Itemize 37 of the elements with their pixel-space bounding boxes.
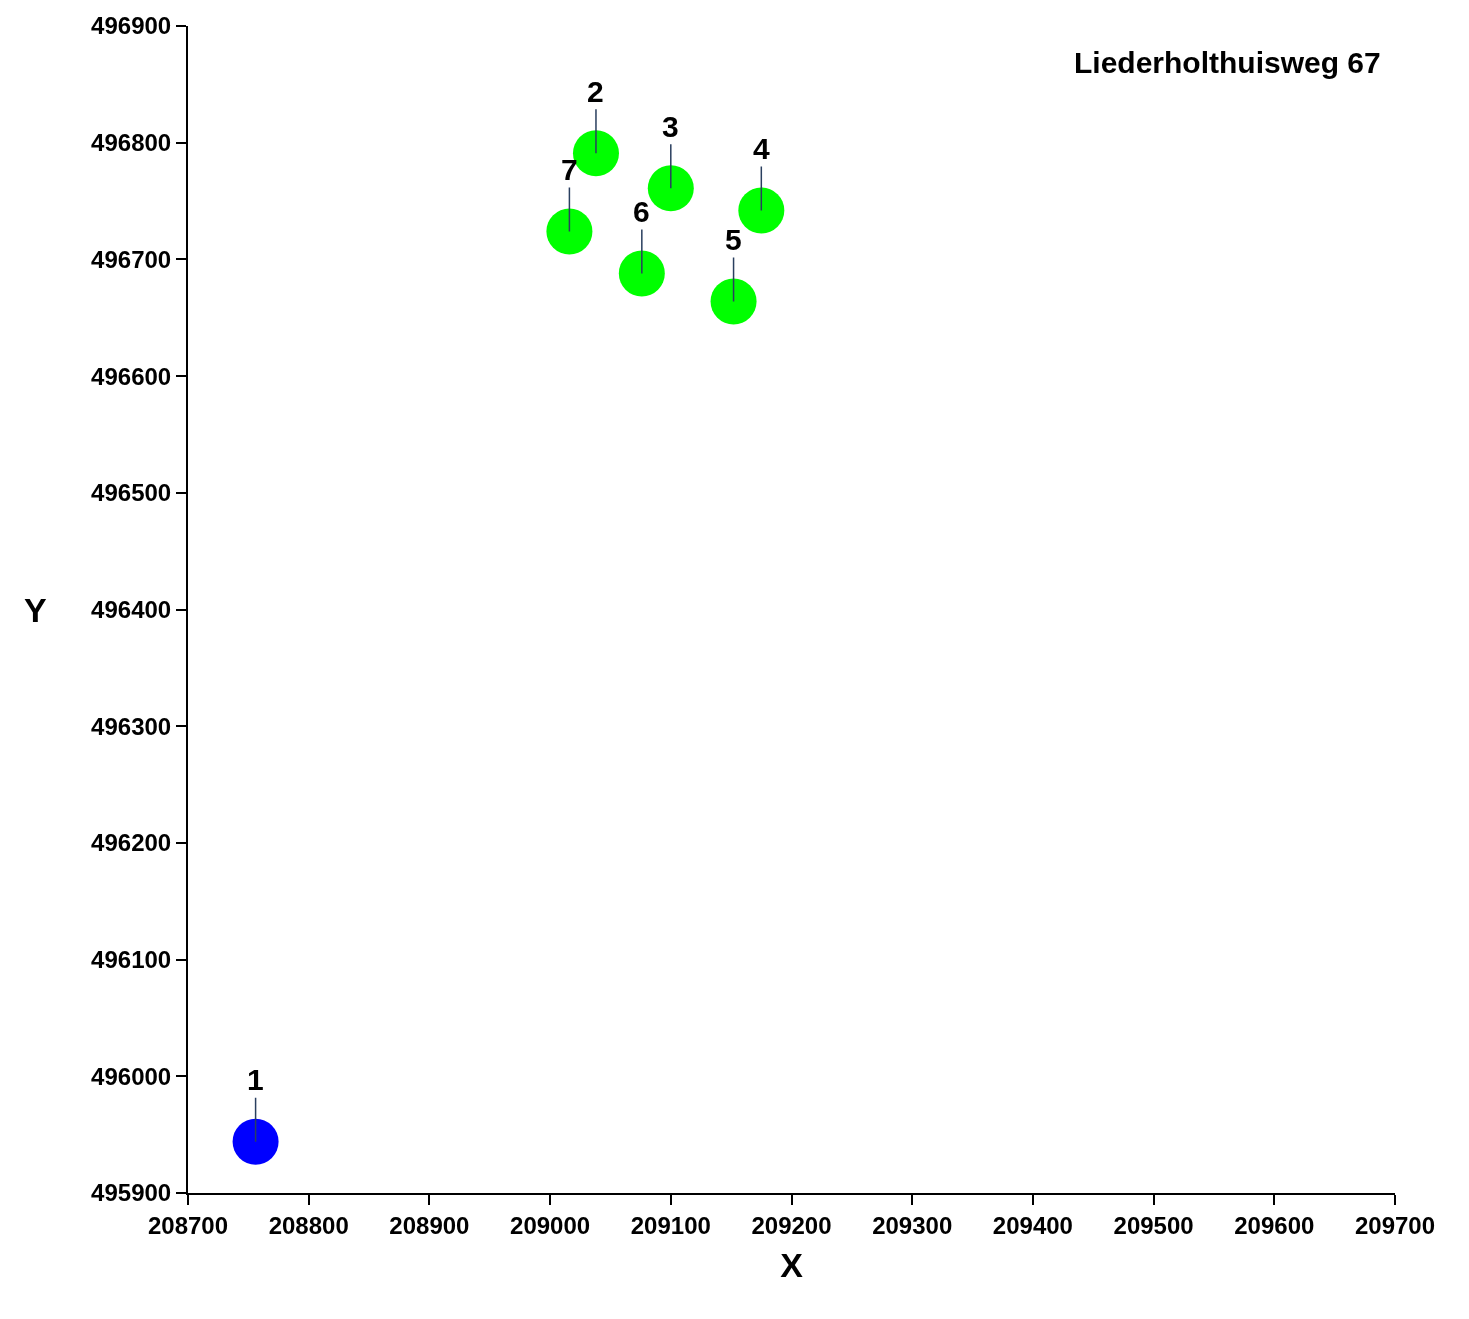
y-tick-label: 496800 bbox=[91, 129, 172, 157]
annotation: 5 bbox=[725, 223, 742, 256]
x-axis-title: X bbox=[780, 1245, 804, 1284]
x-tick-label: 208900 bbox=[389, 1211, 470, 1239]
x-tick-label: 209500 bbox=[1113, 1211, 1194, 1239]
x-tick-label: 209300 bbox=[872, 1211, 953, 1239]
y-axis-title: Y bbox=[24, 591, 47, 629]
y-tick-label: 496300 bbox=[91, 712, 172, 740]
x-tick-label: 209700 bbox=[1354, 1211, 1436, 1239]
y-tick-label: 496500 bbox=[91, 479, 172, 507]
x-tick-label: 209000 bbox=[510, 1211, 591, 1239]
annotation: 1 bbox=[247, 1063, 264, 1096]
y-tick-label: 496900 bbox=[91, 12, 172, 40]
point bbox=[618, 250, 665, 297]
annotation: 3 bbox=[662, 110, 679, 143]
x-tick-label: 208800 bbox=[268, 1211, 349, 1239]
x-tick-label: 209100 bbox=[630, 1211, 711, 1239]
annotation: 4 bbox=[753, 132, 770, 165]
y-tick-label: 496700 bbox=[91, 245, 172, 273]
point bbox=[647, 165, 694, 212]
point bbox=[710, 278, 757, 325]
annotation: 7 bbox=[561, 153, 578, 186]
x-tick-label: 209400 bbox=[992, 1211, 1073, 1239]
y-tick-label: 496100 bbox=[91, 946, 172, 973]
annotation: Liederholthuisweg 67 bbox=[1074, 46, 1381, 79]
x-tick-label: 209200 bbox=[751, 1211, 832, 1239]
y-tick-label: 496400 bbox=[91, 595, 172, 623]
annotation: 2 bbox=[587, 75, 604, 108]
y-tick-label: 496600 bbox=[91, 362, 172, 390]
x-tick-label: 208700 bbox=[147, 1211, 229, 1239]
y-tick-label: 495900 bbox=[91, 1179, 172, 1207]
x-tick-label: 209600 bbox=[1234, 1211, 1315, 1239]
y-tick-label: 496200 bbox=[91, 829, 172, 857]
point bbox=[546, 208, 593, 255]
point bbox=[232, 1118, 279, 1165]
y-tick-label: 496000 bbox=[91, 1062, 172, 1090]
annotation: 6 bbox=[633, 195, 650, 228]
